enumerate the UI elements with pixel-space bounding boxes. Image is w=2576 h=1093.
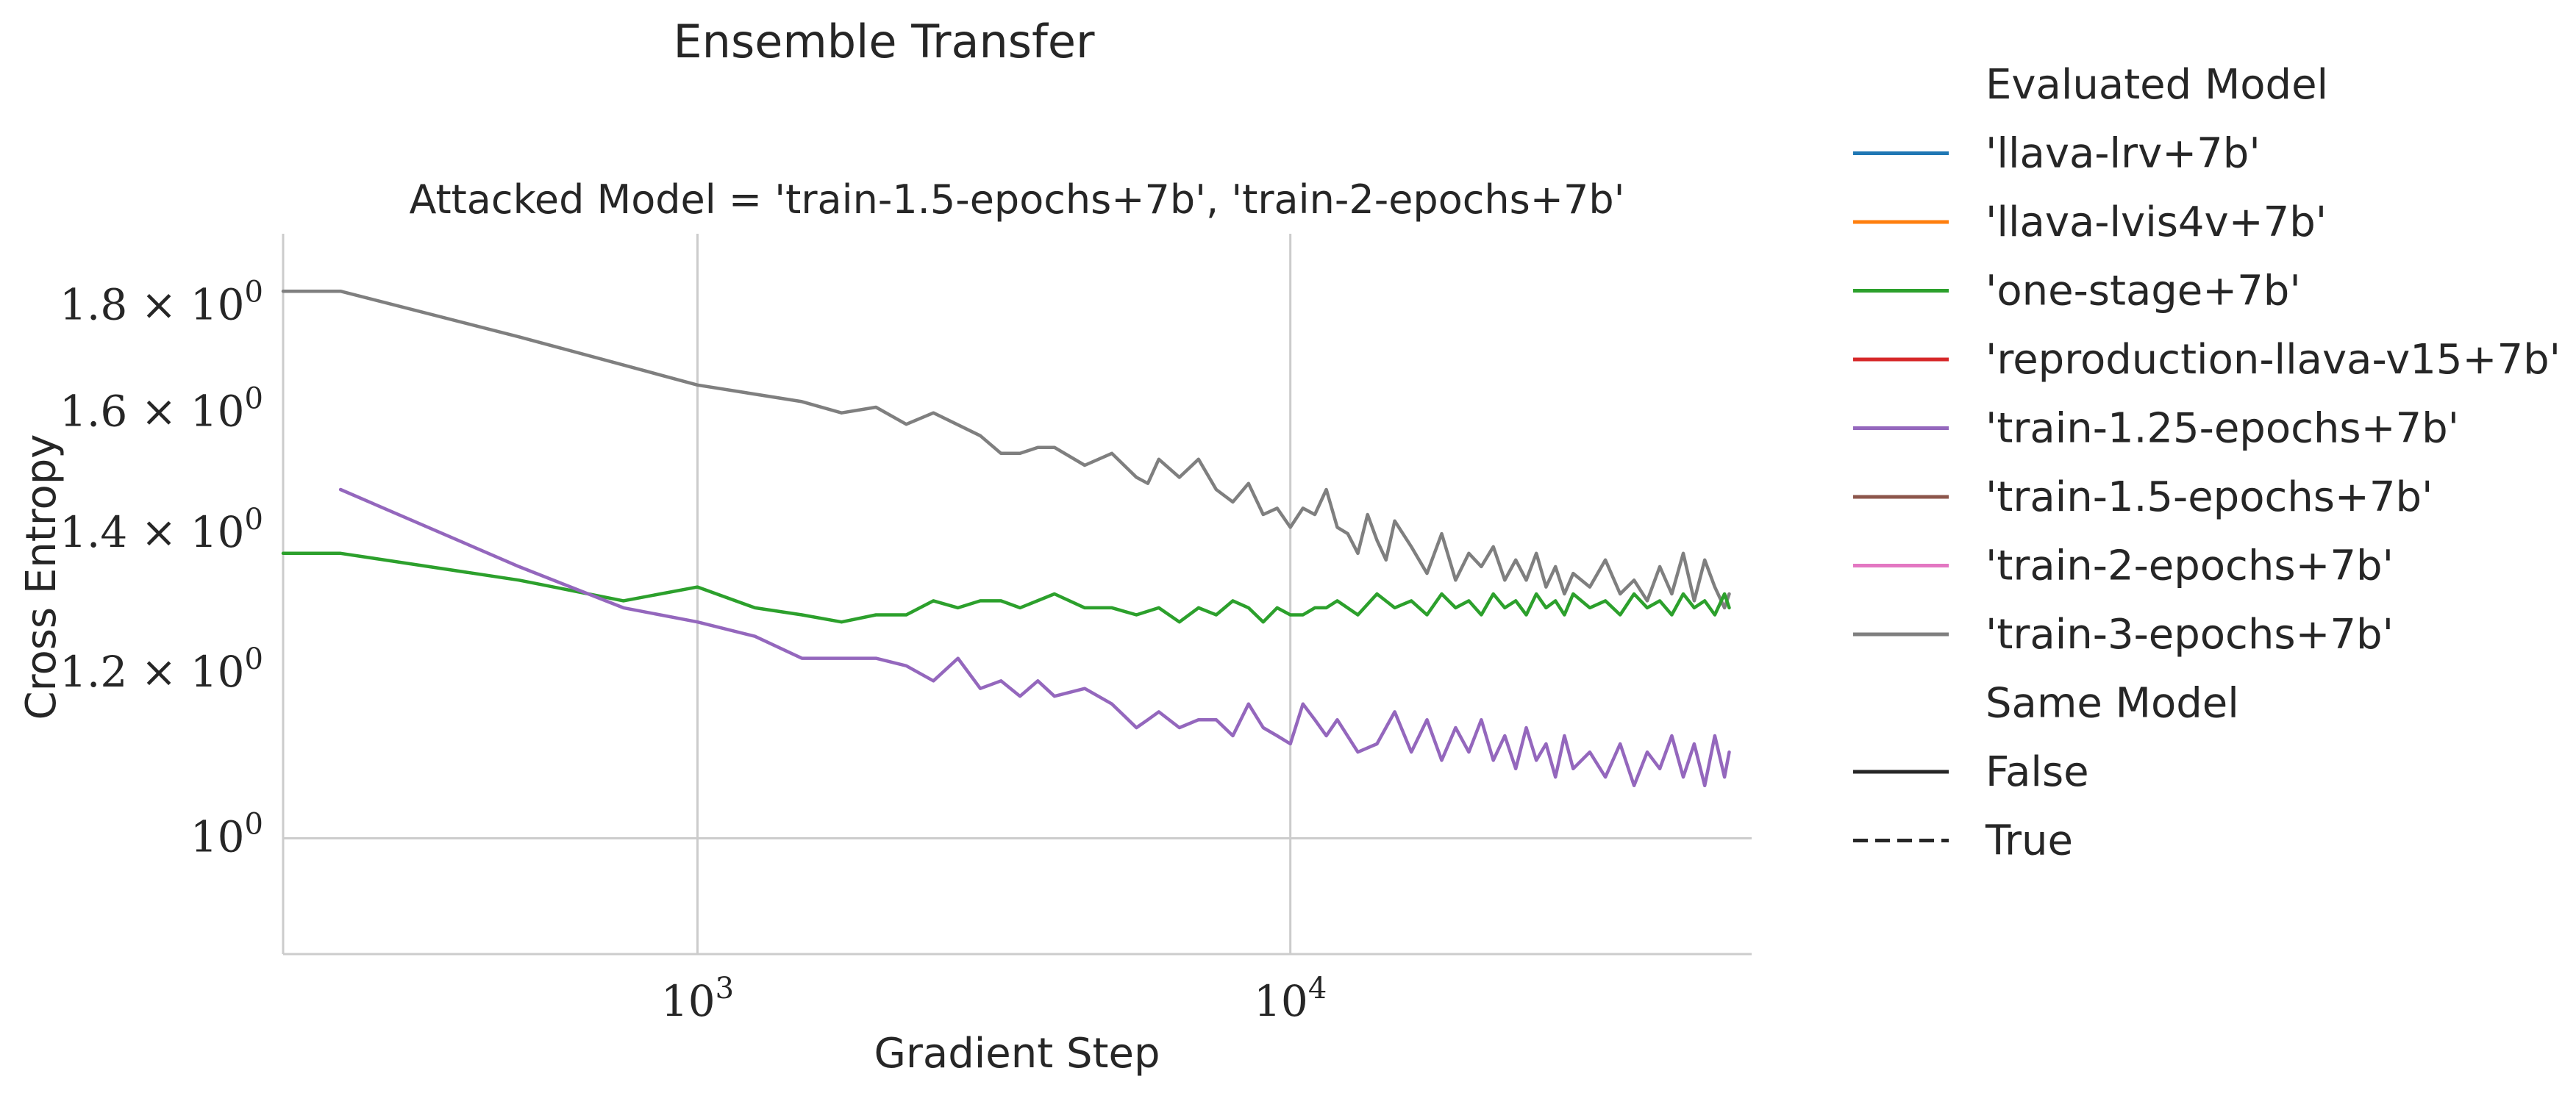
legend-style-label: True [1985, 817, 2073, 865]
y-tick-label: 1.4 × 100 [60, 503, 263, 557]
y-tick-label: 100 [190, 808, 263, 862]
y-tick-label: 1.8 × 100 [60, 276, 263, 330]
x-tick-label: 103 [661, 972, 734, 1026]
grid-lines [283, 234, 1752, 954]
legend-entry-label: 'train-3-epochs+7b' [1985, 611, 2394, 659]
legend-style-label: False [1985, 748, 2089, 796]
chart-title: Ensemble Transfer [673, 15, 1095, 68]
axes [282, 234, 1752, 956]
tick-labels: 103 104 100 1.2 × 100 1.4 × 100 1.6 × 100 1.8 … [60, 276, 1327, 1026]
series-line [281, 551, 1731, 624]
legend-entry-label: 'train-2-epochs+7b' [1985, 542, 2394, 590]
legend-hue-title: Evaluated Model [1985, 61, 2328, 109]
legend-entry-label: 'reproduction-llava-v15+7b' [1985, 336, 2561, 384]
series-line [281, 289, 1731, 610]
y-tick-label: 1.6 × 100 [60, 382, 263, 437]
plot-lines [281, 289, 1731, 788]
y-axis-label: Cross Entropy [18, 434, 65, 720]
legend: Evaluated Model 'llava-lrv+7b' 'llava-lvis… [1853, 61, 2561, 865]
legend-entry-label: 'llava-lrv+7b' [1985, 130, 2261, 178]
legend-entry-label: 'llava-lvis4v+7b' [1985, 198, 2327, 246]
chart-subtitle: Attacked Model = 'train-1.5-epochs+7b', … [409, 176, 1624, 223]
x-tick-label: 104 [1254, 972, 1327, 1026]
y-tick-label: 1.2 × 100 [60, 642, 263, 697]
series-line [338, 487, 1731, 788]
legend-entry-label: 'one-stage+7b' [1985, 268, 2301, 315]
legend-entry-label: 'train-1.25-epochs+7b' [1985, 405, 2459, 453]
legend-style-title: Same Model [1985, 680, 2239, 728]
legend-entry-label: 'train-1.5-epochs+7b' [1985, 473, 2433, 521]
x-axis-label: Gradient Step [874, 1030, 1160, 1078]
